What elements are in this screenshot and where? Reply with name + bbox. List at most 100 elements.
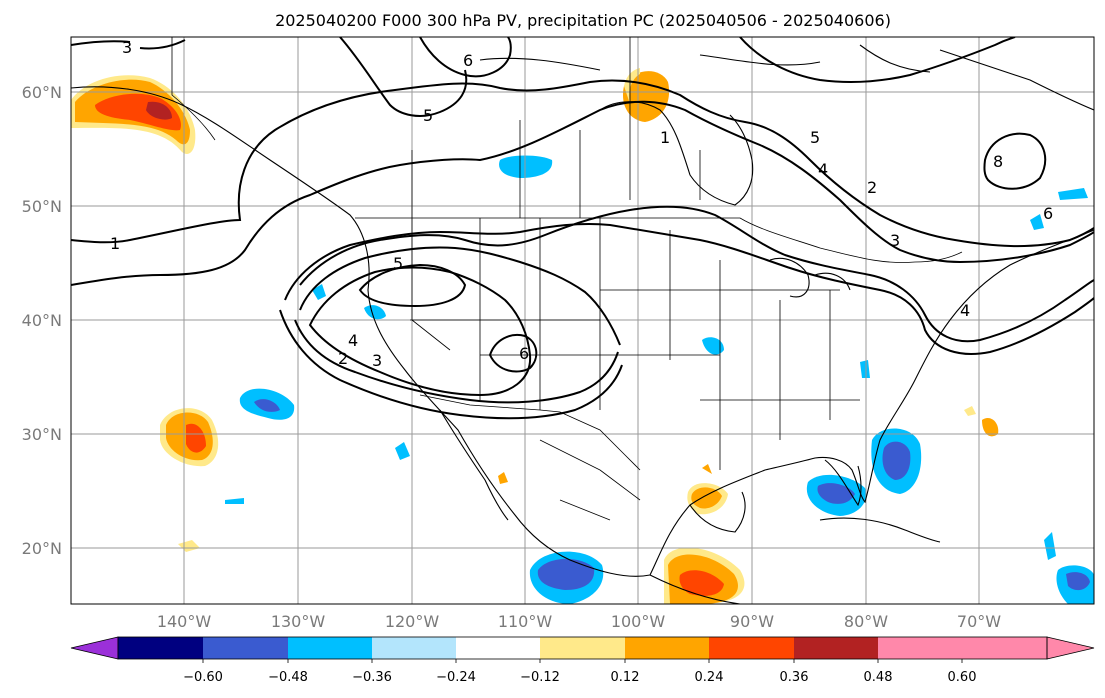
colorbar-bin	[288, 637, 372, 659]
shade-small-3	[702, 337, 724, 355]
map-panel: 3 6 5 1 5 4 2 3 1 5 4 3 2 6 6 8 4	[70, 36, 1095, 605]
graticule	[71, 37, 1094, 604]
pv-contour-labels: 3 6 5 1 5 4 2 3 1 5 4 3 2 6 6 8 4	[110, 38, 1053, 370]
colorbar-bin	[456, 637, 540, 659]
lon-label: 110°W	[498, 612, 553, 631]
contour-label: 6	[463, 51, 473, 70]
colorbar-min-extension	[70, 636, 119, 660]
shade-small-11	[225, 498, 244, 504]
colorbar-tick-label: −0.12	[520, 670, 560, 685]
colorbar-bin	[878, 637, 962, 659]
border-provinces	[411, 37, 701, 218]
contour-label: 4	[960, 301, 970, 320]
figure-title: 2025040200 F000 300 hPa PV, precipitatio…	[275, 11, 891, 30]
coastline-greenland	[939, 49, 1094, 111]
coastline-central-america	[649, 574, 741, 604]
pv-contour-9	[294, 319, 619, 404]
shade-hudson-yellow	[624, 68, 640, 104]
longitude-labels: 140°W 130°W 120°W 110°W 100°W 90°W 80°W …	[157, 612, 1001, 631]
shade-small-7	[1044, 532, 1056, 560]
shade-pacific-neg-dark	[254, 399, 280, 412]
pv-contour-11	[339, 37, 468, 117]
lon-label: 80°W	[844, 612, 888, 631]
coastline-hudson-bay	[599, 101, 754, 206]
border-states-1	[410, 218, 860, 470]
shade-mexico-neg-dark	[537, 558, 595, 590]
lat-label: 20°N	[22, 539, 62, 558]
colorbar-bin	[709, 637, 794, 659]
shade-small-13	[964, 406, 976, 416]
shade-small-9	[1030, 214, 1044, 230]
shade-pacific-red	[186, 423, 206, 453]
pv-contour-13	[983, 132, 1047, 190]
colorbar-ticks	[202, 659, 963, 663]
colorbar-bin	[625, 637, 709, 659]
contour-label: 3	[122, 38, 132, 57]
contour-label: 3	[372, 351, 382, 370]
contour-label: 1	[660, 128, 670, 147]
pv-contour-5	[299, 246, 621, 346]
colorbar-tick-label: 0.36	[780, 670, 809, 685]
contour-label: 6	[519, 344, 529, 363]
contour-label: 4	[818, 160, 828, 179]
lon-label: 70°W	[957, 612, 1001, 631]
colorbar-max-extension	[1046, 636, 1095, 660]
colorbar-tick-labels: −0.60 −0.48 −0.36 −0.24 −0.12 0.12 0.24 …	[183, 670, 976, 685]
coastline-cuba	[819, 517, 941, 543]
coastline-great-lakes	[769, 257, 851, 298]
contour-label: 3	[890, 231, 900, 250]
pv-contour-1	[71, 79, 1094, 248]
shade-yucatan-orange	[691, 487, 722, 509]
colorbar-bin	[118, 637, 203, 659]
coastline-baja	[439, 409, 509, 521]
pv-contour-6	[308, 266, 532, 397]
shade-small-2	[364, 305, 386, 320]
lat-label: 60°N	[22, 83, 62, 102]
contour-label: 1	[110, 234, 120, 253]
lat-label: 50°N	[22, 197, 62, 216]
colorbar-tick-label: −0.24	[436, 670, 476, 685]
lat-label: 40°N	[22, 311, 62, 330]
contour-label: 2	[338, 349, 348, 368]
colorbar-tick-label: −0.60	[183, 670, 223, 685]
shade-small-6	[982, 417, 999, 437]
shade-alaska-dark	[146, 101, 172, 120]
shade-small-4	[395, 442, 410, 460]
lon-label: 90°W	[730, 612, 774, 631]
borders	[171, 37, 963, 521]
shade-hudson-pos	[622, 71, 670, 122]
border-us-mexico	[419, 394, 641, 471]
shade-canada-neg	[499, 155, 553, 178]
contour-label: 6	[1043, 204, 1053, 223]
pv-contours	[71, 37, 1094, 420]
shade-caribbean-neg-dark	[1066, 572, 1090, 591]
colorbar-frame	[117, 636, 1048, 660]
colorbar-tick-label: −0.48	[268, 670, 308, 685]
colorbar-bin	[372, 637, 456, 659]
lon-label: 100°W	[611, 612, 666, 631]
shade-small-12	[702, 464, 712, 474]
colorbar-tick-label: 0.48	[864, 670, 893, 685]
border-alaska	[171, 37, 216, 141]
contour-label: 2	[867, 178, 877, 197]
pv-contour-8	[279, 309, 623, 420]
shade-small-8	[1058, 188, 1088, 200]
shade-florida-neg-dark	[817, 483, 855, 504]
colorbar-tick-label: −0.36	[352, 670, 392, 685]
colorbar-tick-label: 0.12	[611, 670, 640, 685]
colorbar-tick-label: 0.24	[695, 670, 724, 685]
pv-contour-14	[488, 334, 538, 373]
shade-gulf-red	[679, 570, 724, 596]
pv-contour-2	[71, 100, 1094, 286]
coastlines	[71, 44, 1094, 604]
pv-contour-12	[419, 37, 512, 78]
map-frame	[70, 36, 1095, 605]
contour-label: 8	[993, 152, 1003, 171]
pv-contour-10	[71, 39, 186, 50]
colorbar-bin	[203, 637, 288, 659]
contour-label: 5	[423, 106, 433, 125]
colorbar-bin	[962, 637, 1047, 659]
coastline-yucatan	[689, 491, 746, 533]
contour-label: 5	[810, 128, 820, 147]
